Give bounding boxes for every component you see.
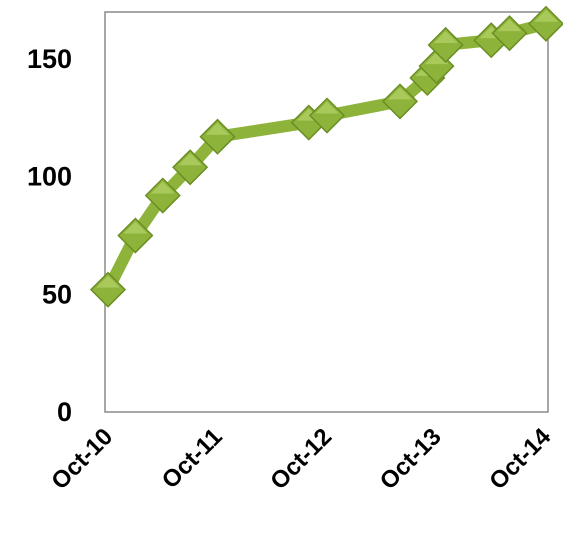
y-tick-label: 100 [27,162,72,192]
y-tick-label: 50 [42,279,72,309]
y-tick-label: 0 [57,397,72,427]
data-point-marker-highlight [123,221,148,234]
data-point-marker-highlight [150,181,175,194]
y-tick-label: 150 [27,44,72,74]
data-point-marker [199,118,236,155]
x-tick-label: Oct-11 [157,423,228,494]
data-point-marker [308,97,346,134]
plot-area [104,11,549,413]
data-point-marker-highlight [178,153,203,166]
data-point-marker-highlight [433,30,458,43]
data-point-marker [117,217,154,254]
data-point-marker-highlight [388,87,412,100]
x-tick-label: Oct-13 [375,423,447,495]
data-point-marker-highlight [424,52,449,65]
x-tick-label: Oct-14 [484,423,556,495]
data-point-marker [172,149,209,186]
x-tick-label: Oct-10 [46,423,118,495]
data-point-marker-highlight [205,122,230,135]
data-point-marker [491,15,528,52]
data-point-marker-highlight [96,275,120,288]
x-tick-label: Oct-12 [265,423,337,495]
data-point-marker [427,26,464,64]
data-point-marker-highlight [315,101,339,114]
data-point-marker [527,5,563,42]
data-point-marker [381,83,419,120]
data-point-marker [89,271,127,308]
data-point-marker [144,177,181,214]
data-point-marker-highlight [497,19,522,32]
data-point-marker-highlight [534,9,558,22]
